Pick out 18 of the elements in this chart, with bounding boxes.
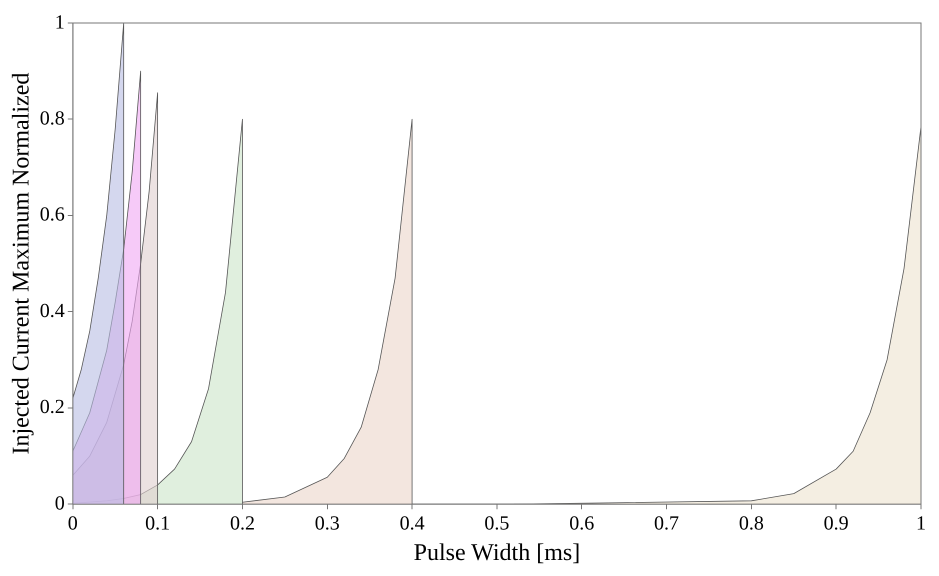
x-axis-title: Pulse Width [ms]	[414, 540, 580, 566]
y-tick-label: 1	[54, 11, 65, 34]
y-tick-label: 0.6	[40, 204, 65, 226]
x-tick-label: 0.2	[230, 512, 255, 534]
x-tick-label: 0.5	[484, 512, 510, 534]
x-tick-label: 0.1	[145, 512, 170, 534]
y-axis-title: Injected Current Maximum Normalized	[8, 72, 35, 455]
x-tick-label: 1	[916, 512, 926, 534]
x-tick-label: 0.8	[738, 512, 764, 534]
y-tick-label: 0.8	[40, 107, 65, 130]
x-tick-label: 0.4	[400, 512, 425, 534]
x-tick-label: 0.3	[314, 512, 340, 534]
y-tick-label: 0	[54, 492, 65, 514]
y-tick-label: 0.4	[40, 300, 65, 322]
y-tick-label: 0.2	[40, 396, 65, 418]
x-tick-label: 0.9	[824, 512, 849, 534]
x-tick-label: 0.6	[569, 512, 594, 534]
x-tick-label: 0.7	[654, 512, 680, 534]
